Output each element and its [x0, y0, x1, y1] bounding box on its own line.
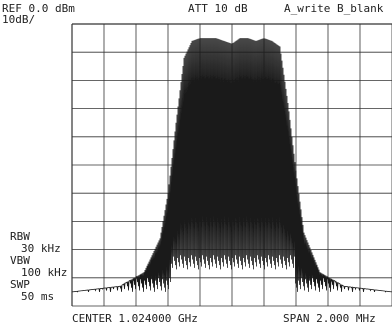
vbw-label: VBW: [10, 254, 30, 267]
scale-label: 10dB/: [2, 13, 36, 26]
span-label: SPAN 2.000 MHz: [283, 312, 376, 325]
ref-level-label: REF 0.0 dBm: [2, 2, 75, 15]
swp-label: SWP: [10, 278, 30, 291]
trace-mode-label: A_write B_blank: [284, 2, 384, 15]
rbw-label: RBW: [10, 230, 30, 243]
swp-value: 50 ms: [21, 290, 55, 303]
attenuation-label: ATT 10 dB: [188, 2, 248, 15]
spectrum-trace: [71, 38, 392, 293]
rbw-value: 30 kHz: [21, 242, 61, 255]
center-frequency-label: CENTER 1.024000 GHz: [72, 312, 198, 325]
vbw-value: 100 kHz: [21, 266, 68, 279]
